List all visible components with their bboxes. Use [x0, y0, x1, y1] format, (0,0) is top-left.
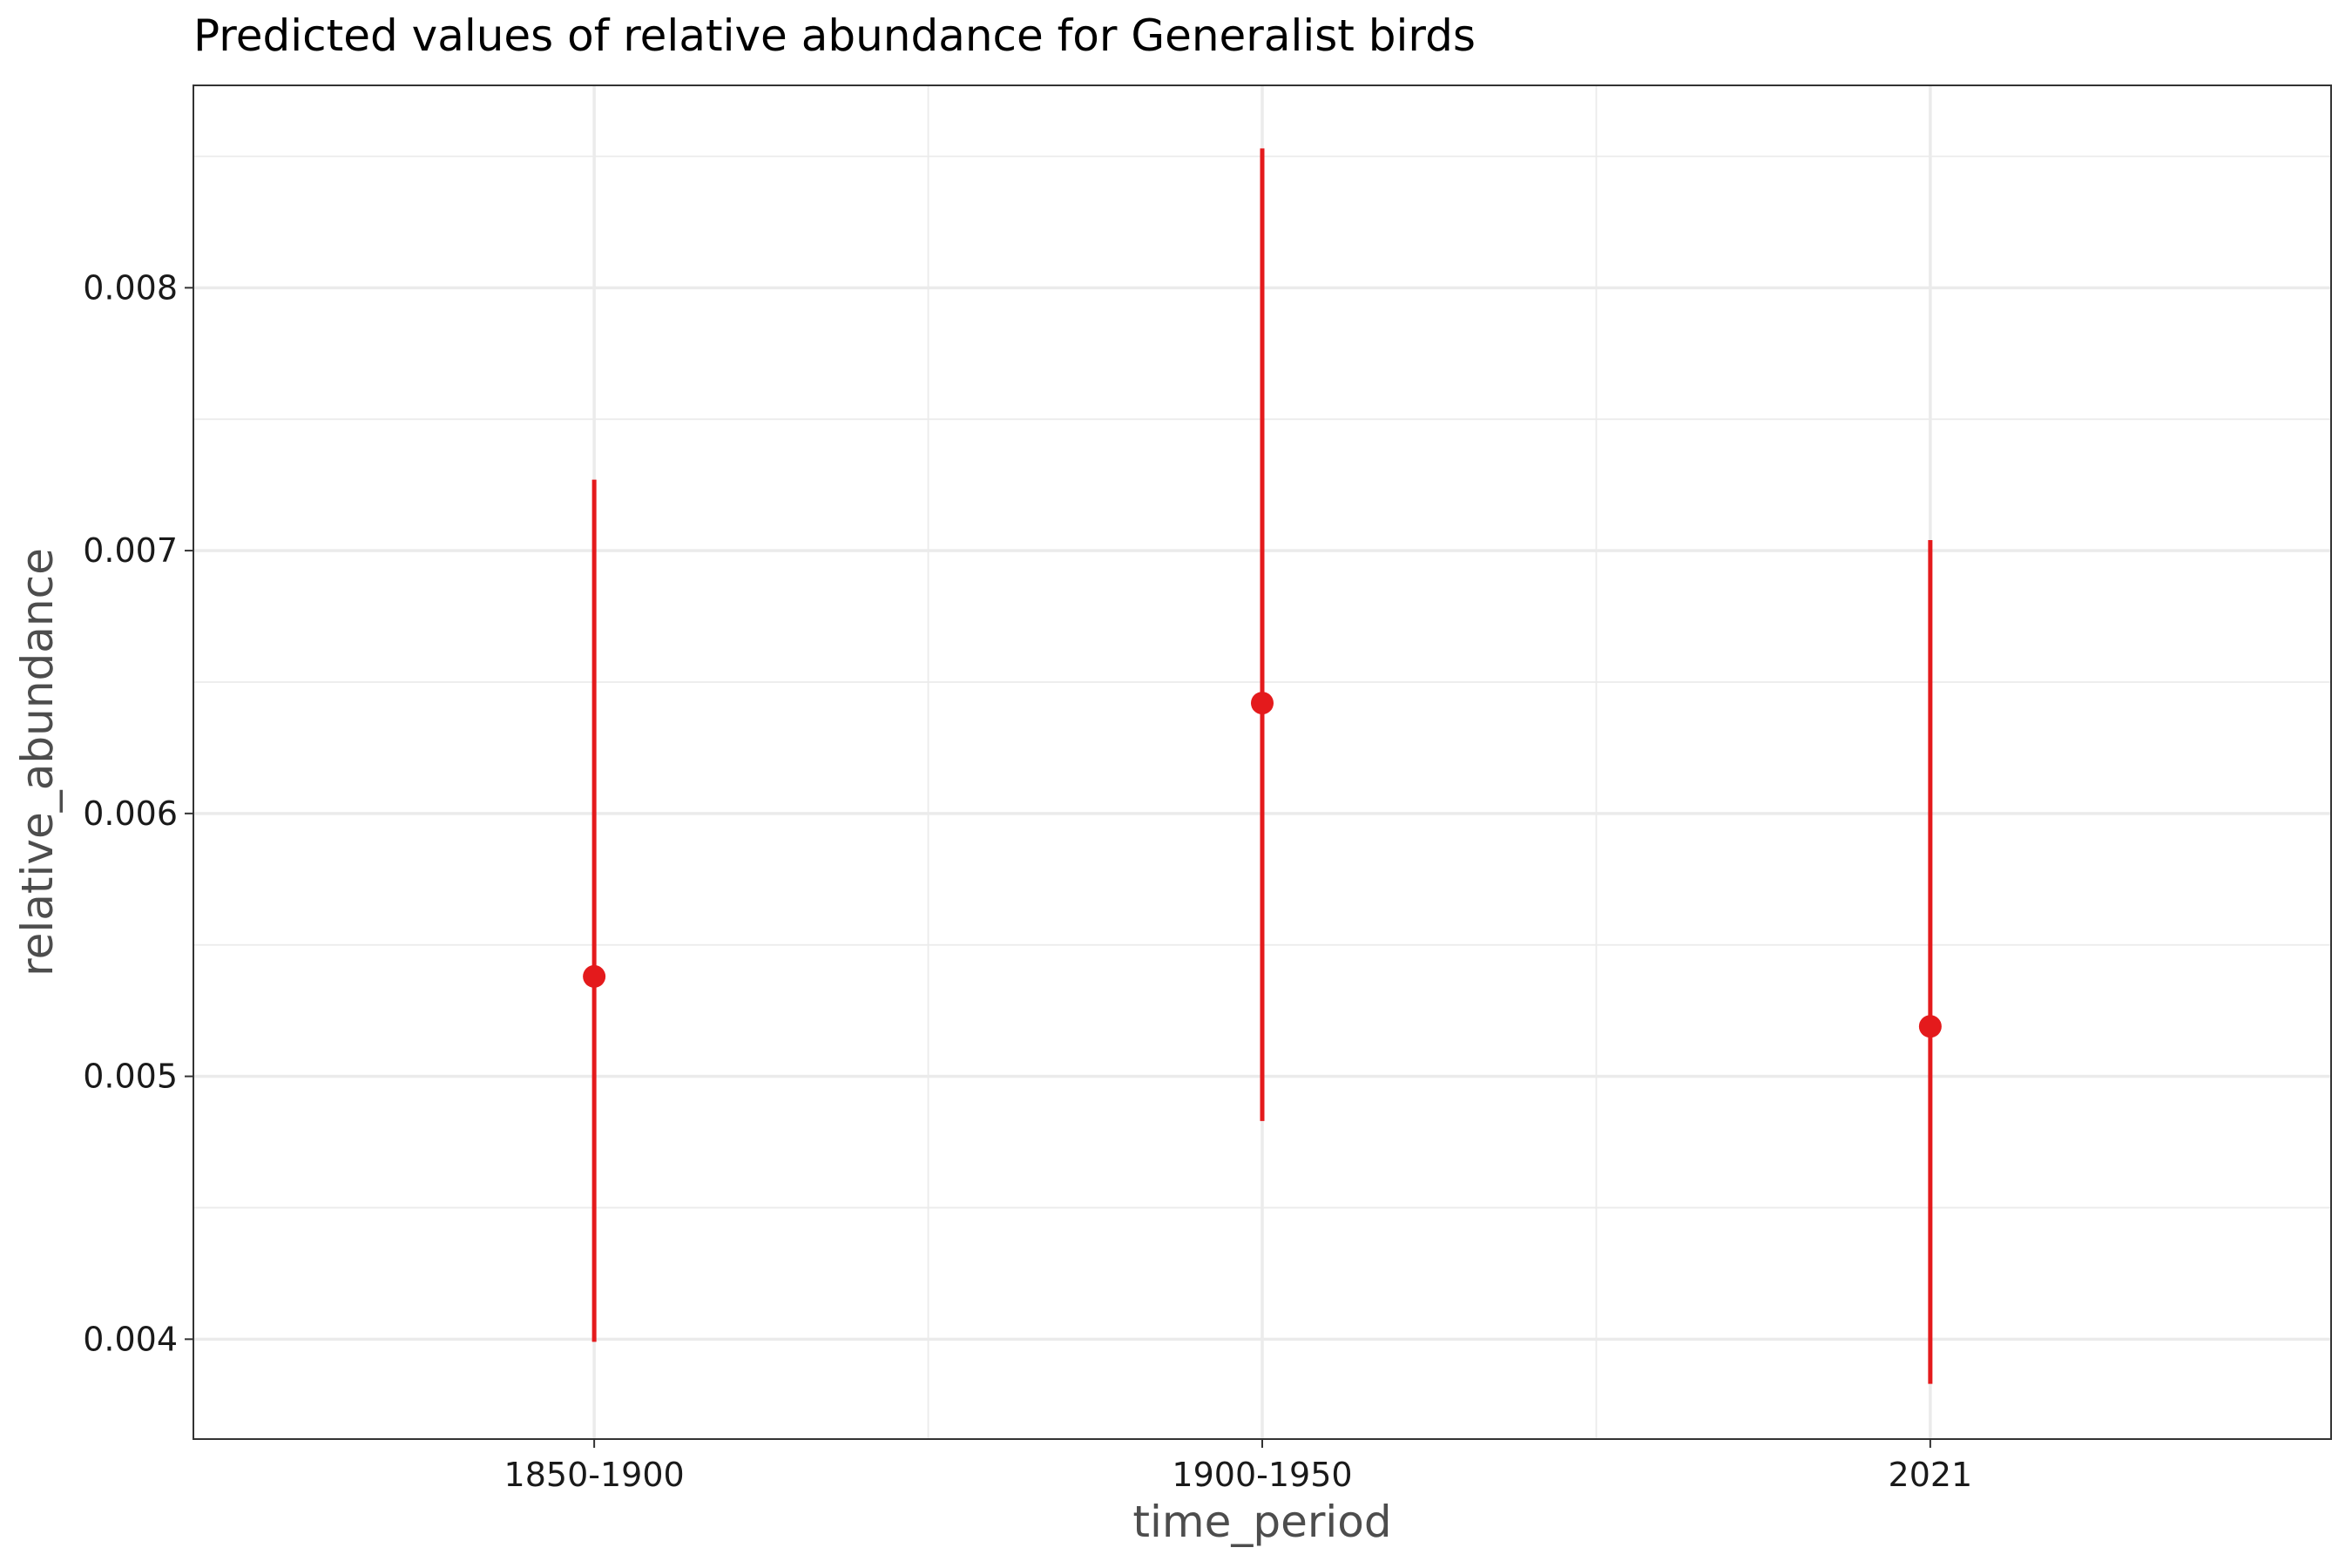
data-point — [583, 964, 606, 988]
data-point — [1251, 692, 1274, 715]
x-tick-label: 1900-1950 — [1172, 1456, 1352, 1494]
x-axis-title: time_period — [1132, 1497, 1391, 1547]
y-tick-label: 0.005 — [83, 1058, 178, 1096]
x-tick-label: 2021 — [1889, 1456, 1973, 1494]
y-tick-label: 0.007 — [83, 531, 178, 570]
y-tick-label: 0.004 — [83, 1320, 178, 1358]
data-marks — [583, 148, 1942, 1384]
y-axis-title: relative_abundance — [12, 548, 63, 977]
x-tick-label: 1850-1900 — [504, 1456, 685, 1494]
chart-title: Predicted values of relative abundance f… — [193, 10, 1476, 61]
y-tick-label: 0.006 — [83, 794, 178, 833]
data-point — [1918, 1015, 1942, 1038]
axes: 0.004 0.005 0.006 0.007 0.008 1850-1900 1900-1… — [83, 268, 1972, 1494]
y-tick-label: 0.008 — [83, 268, 178, 307]
